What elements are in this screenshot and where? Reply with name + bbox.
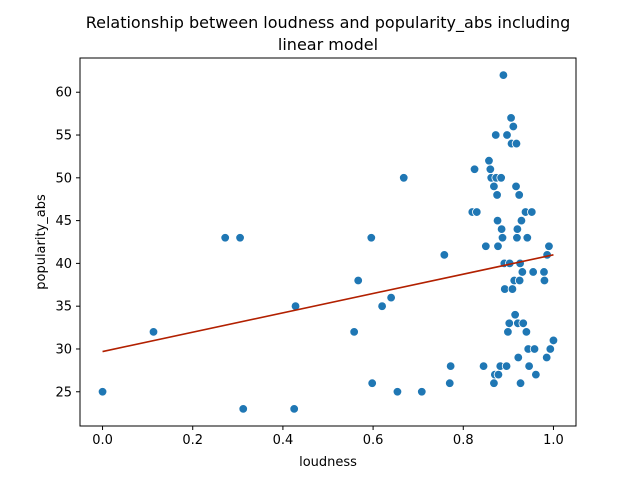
scatter-point (289, 404, 299, 414)
y-axis-ticks: 25 30 35 40 45 50 55 60 (55, 86, 80, 400)
scatter-point (493, 241, 503, 251)
scatter-point (492, 190, 502, 200)
scatter-point (377, 301, 387, 311)
y-tick-label: 60 (55, 86, 72, 101)
scatter-point (489, 378, 499, 388)
scatter-point (496, 173, 506, 183)
scatter-point (515, 378, 526, 388)
scatter-point (445, 361, 456, 371)
x-tick-label: 1.0 (543, 433, 564, 448)
y-axis-label: popularity_abs (34, 194, 49, 290)
scatter-point (386, 292, 396, 303)
scatter-point (417, 387, 427, 397)
scatter-point (507, 284, 518, 294)
y-tick-label: 55 (55, 129, 72, 144)
scatter-point (548, 335, 559, 346)
scatter-point (353, 275, 363, 286)
scatter-point (492, 215, 503, 226)
y-tick-label: 40 (55, 257, 72, 272)
scatter-point (511, 138, 522, 149)
y-tick-label: 25 (55, 385, 72, 400)
scatter-point (541, 352, 552, 363)
x-tick-label: 0.2 (182, 433, 203, 448)
scatter-point (445, 378, 455, 388)
scatter-point (522, 233, 533, 243)
scatter-point (539, 267, 549, 277)
x-tick-label: 0.8 (453, 433, 474, 448)
scatter-point (97, 387, 108, 397)
scatter-point (511, 181, 521, 192)
scatter-point (485, 164, 496, 174)
scatter-point (513, 352, 523, 363)
scatter-point (504, 318, 514, 329)
x-tick-label: 0.4 (273, 433, 294, 448)
scatter-point (512, 224, 523, 234)
axes-frame (79, 57, 577, 427)
scatter-point (367, 378, 377, 388)
chart-title-line-1: Relationship between loudness and popula… (86, 13, 571, 33)
scatter-point (498, 70, 509, 80)
scatter-point (502, 130, 512, 140)
scatter-point (503, 327, 513, 337)
scatter-point (514, 275, 525, 286)
scatter-point (506, 113, 516, 123)
scatter-point (517, 267, 528, 277)
x-tick-label: 0.0 (92, 433, 113, 448)
scatter-point (528, 267, 538, 277)
scatter-point (489, 181, 499, 192)
scatter-point (472, 207, 482, 217)
scatter-point (484, 155, 494, 166)
scatter-point (510, 310, 520, 320)
x-tick-label: 0.6 (363, 433, 384, 448)
scatter-point (527, 207, 537, 217)
scatter-point (497, 233, 508, 243)
scatter-point (539, 275, 550, 286)
y-tick-label: 30 (55, 342, 72, 357)
scatter-point (496, 224, 507, 234)
scatter-point (439, 250, 450, 260)
scatter-point (399, 173, 409, 183)
scatter-point (508, 121, 519, 132)
y-tick-label: 50 (55, 171, 72, 186)
scatter-point (238, 404, 248, 414)
x-axis-ticks: 0.0 0.2 0.4 0.6 0.8 1.0 (92, 426, 564, 448)
scatter-point (469, 164, 480, 174)
scatter-point (349, 327, 359, 337)
scatter-point (512, 233, 522, 243)
scatter-point (518, 318, 528, 329)
scatter-point (220, 233, 230, 243)
scatter-point (478, 361, 489, 371)
scatter-point (544, 241, 554, 251)
scatter-point (531, 369, 541, 380)
scatter-point (491, 130, 501, 140)
plot-area (97, 70, 559, 414)
scatter-point (514, 190, 524, 200)
scatter-point (366, 233, 376, 243)
scatter-point (501, 361, 512, 371)
linear-fit-line (102, 254, 554, 353)
y-tick-label: 45 (55, 214, 72, 229)
scatter-point (235, 233, 245, 243)
scatter-point (493, 369, 504, 380)
scatter-point (516, 215, 527, 226)
x-axis-label: loudness (299, 455, 357, 470)
scatter-point (521, 327, 532, 337)
scatter-point (529, 344, 540, 354)
scatter-point (481, 241, 491, 251)
scatter-point (545, 344, 556, 354)
chart-title-line-2: linear model (278, 35, 378, 54)
scatter-point (524, 361, 534, 371)
scatter-point (148, 327, 159, 337)
y-tick-label: 35 (55, 300, 72, 315)
scatter-point (392, 387, 403, 397)
